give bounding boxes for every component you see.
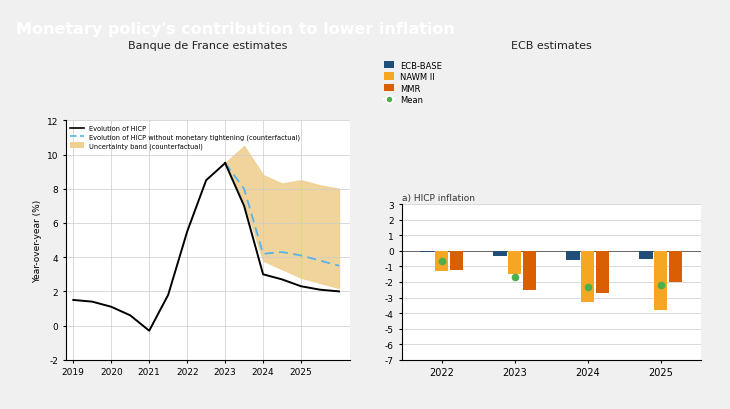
Bar [450,251,463,270]
Text: ECB estimates: ECB estimates [511,41,591,51]
Bar [420,251,434,252]
Legend: ECB-BASE, NAWM II, MMR, Mean: ECB-BASE, NAWM II, MMR, Mean [384,61,442,105]
Bar [669,251,682,282]
Bar [581,251,594,303]
Bar [654,251,667,310]
Bar [639,251,653,260]
Bar [523,251,536,290]
Bar [493,251,507,257]
Bar [596,251,609,293]
Text: Monetary policy's contribution to lower inflation: Monetary policy's contribution to lower … [16,22,455,37]
Bar [435,251,448,272]
Y-axis label: Year-over-year (%): Year-over-year (%) [34,199,42,282]
Text: a) HICP inflation: a) HICP inflation [402,193,475,202]
Bar [566,251,580,261]
Bar [508,251,521,274]
Text: Banque de France estimates: Banque de France estimates [128,41,288,51]
Legend: Evolution of HICP, Evolution of HICP without monetary tightening (counterfactual: Evolution of HICP, Evolution of HICP wit… [69,124,301,151]
